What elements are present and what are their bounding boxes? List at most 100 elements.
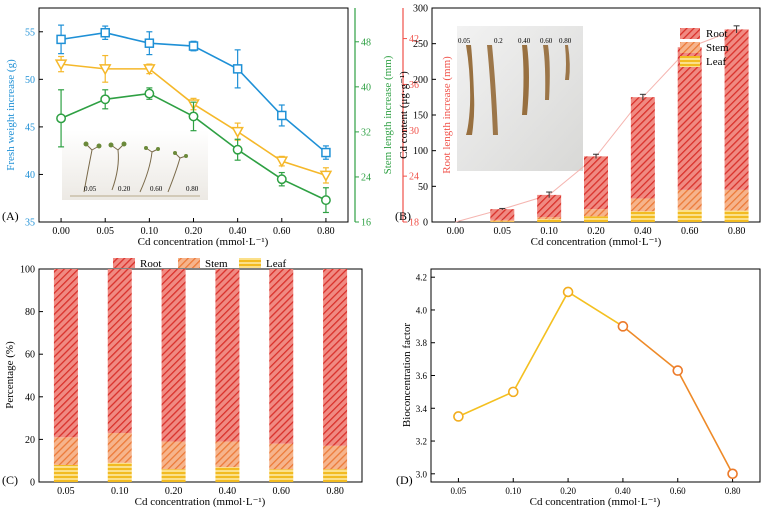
- a-x-tick-label: 0.80: [317, 226, 335, 237]
- d-point: [672, 365, 684, 376]
- photo-b-label: 0.40: [518, 37, 531, 45]
- c-bar-leaf: [107, 462, 132, 482]
- d-y-tick-label: 3.6: [416, 371, 428, 381]
- root-strands: [466, 45, 570, 135]
- c-bar-leaf: [215, 467, 240, 482]
- b-x-tick-label: 0.00: [447, 226, 465, 237]
- panel-c-frame: [38, 268, 363, 483]
- panel-a: 0.05 0.20 0.60 0.80 35 40 45 50 55 16 24 32 40 4…: [2, 7, 453, 248]
- panel-b-tag: (B): [395, 209, 411, 223]
- c-bar-root: [107, 269, 132, 434]
- panel-d-series: [453, 286, 738, 480]
- panel-a-left-label: Fresh weight increase (g): [5, 59, 17, 171]
- a-point-triangle: [54, 59, 68, 71]
- d-point: [617, 321, 629, 332]
- d-x-tick-label: 0.20: [560, 486, 576, 496]
- a-point-triangle: [143, 64, 156, 76]
- panel-b: 0.05 0.2 0.40 0.60 0.80 0 50 100 150 200 250 3…: [395, 4, 761, 248]
- b-y-tick-label: 300: [413, 4, 428, 15]
- a-point-square: [277, 110, 287, 121]
- a-red-tick-label: 36: [409, 80, 419, 91]
- photo-a-label: 0.05: [84, 185, 97, 193]
- a-point-square: [188, 41, 199, 51]
- photo-a-label: 0.80: [186, 185, 199, 193]
- a-red-tick-label: 30: [409, 126, 419, 137]
- legend-stem-label: Stem: [205, 258, 228, 270]
- c-bar-root: [323, 269, 348, 446]
- panel-a-photo-inset: 0.05 0.20 0.60 0.80: [62, 130, 208, 200]
- a-x-tick-label: 0.40: [229, 226, 247, 237]
- d-y-tick-label: 3.4: [416, 404, 428, 414]
- leaf-dots: [83, 141, 188, 158]
- panel-a-red-axis: 18 24 30 36 42: [402, 8, 419, 229]
- d-y-tick-label: 4.0: [416, 305, 428, 315]
- panel-a-left-axis: 35 40 45 50 55: [25, 27, 43, 229]
- panel-d-frame: [430, 268, 761, 483]
- c-y-tick-label: 80: [25, 307, 35, 318]
- a-point-triangle: [319, 170, 333, 182]
- d-y-tick-label: 3.8: [416, 338, 428, 348]
- b-x-tick-label: 0.20: [587, 226, 605, 237]
- a-point-circle: [100, 94, 111, 105]
- a-point-square: [56, 34, 66, 45]
- a-x-tick-label: 0.05: [96, 226, 114, 237]
- panel-d-tag: (D): [396, 473, 413, 487]
- a-point-circle: [276, 174, 287, 185]
- c-x-tick-label: 0.05: [57, 486, 75, 497]
- a-point-square: [232, 64, 243, 74]
- b-y-tick-label: 150: [413, 111, 428, 122]
- a-x-tick-label: 0.00: [52, 226, 70, 237]
- d-point: [507, 386, 519, 398]
- a-red-tick-label: 42: [409, 34, 419, 45]
- b-y-tick-label: 0: [423, 218, 428, 229]
- panel-c: 0 20 40 60 80 100 0.05 0.10 0.20 0.40 0.60 0.80 Roo…: [2, 258, 363, 508]
- c-bar-root: [161, 269, 186, 442]
- a-point-triangle: [275, 156, 289, 168]
- panel-b-photo-inset: 0.05 0.2 0.40 0.60 0.80: [457, 26, 583, 171]
- c-bar-leaf: [323, 469, 348, 482]
- d-line-segment: [622, 325, 679, 372]
- b-x-tick-label: 0.05: [494, 226, 512, 237]
- c-y-tick-label: 40: [25, 392, 35, 403]
- b-bar-leaf: [584, 216, 608, 222]
- a-point-circle: [56, 113, 67, 124]
- c-bar-leaf: [53, 464, 78, 482]
- c-x-tick-label: 0.20: [165, 486, 183, 497]
- c-y-tick-label: 60: [25, 350, 35, 361]
- c-bar-stem: [323, 445, 348, 470]
- b-bar-leaf: [677, 209, 702, 222]
- panel-c-tag: (C): [2, 473, 18, 487]
- panel-c-axes: 0 20 40 60 80 100 0.05 0.10 0.20 0.40 0.60 0.80: [20, 265, 344, 498]
- c-bar-stem: [269, 443, 294, 470]
- legend-leaf-label: Leaf: [266, 258, 286, 270]
- panel-a-green-axis: 16 24 32 40 48: [354, 8, 371, 229]
- a-x-tick-label: 0.60: [273, 226, 291, 237]
- b-bar-root: [630, 97, 655, 199]
- c-bar-root: [53, 269, 78, 438]
- c-bar-root: [269, 269, 294, 444]
- a-green-tick-label: 48: [361, 37, 371, 48]
- legend-stem-swatch: [680, 42, 700, 53]
- panel-a-tag: (A): [2, 209, 19, 223]
- a-point-circle: [232, 144, 243, 155]
- legend-stem-swatch: [178, 258, 200, 268]
- b-bar-root: [490, 209, 515, 220]
- a-point-triangle: [231, 126, 244, 139]
- a-point-circle: [320, 195, 331, 206]
- d-line-segment: [567, 291, 624, 328]
- b-bar-root: [584, 156, 608, 210]
- c-bar-stem: [107, 433, 132, 463]
- legend-leaf-label: Leaf: [706, 56, 726, 68]
- panel-a-series: [54, 24, 333, 214]
- a-left-tick-label: 45: [25, 122, 35, 133]
- photo-b-label: 0.60: [540, 37, 553, 45]
- d-y-tick-label: 3.2: [416, 437, 427, 447]
- a-x-tick-label: 0.10: [141, 226, 159, 237]
- b-y-tick-label: 200: [413, 75, 428, 86]
- b-bar-stem: [584, 209, 608, 217]
- b-y-tick-label: 100: [413, 146, 428, 157]
- legend-root-swatch: [680, 28, 700, 39]
- c-x-tick-label: 0.40: [219, 486, 237, 497]
- panel-d-axes: 3.0 3.2 3.4 3.6 3.8 4.0 4.2 0.05 0.10 0.20 0.40 0.6…: [416, 273, 741, 496]
- a-left-tick-label: 40: [25, 170, 35, 181]
